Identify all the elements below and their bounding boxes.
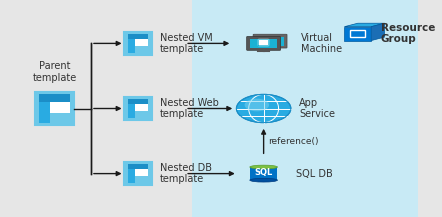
- FancyBboxPatch shape: [128, 99, 149, 104]
- FancyBboxPatch shape: [250, 167, 278, 180]
- FancyBboxPatch shape: [128, 164, 149, 169]
- Text: SQL: SQL: [255, 168, 273, 178]
- FancyBboxPatch shape: [253, 34, 287, 48]
- FancyBboxPatch shape: [128, 164, 149, 183]
- Text: Nested Web
template: Nested Web template: [160, 98, 219, 119]
- Ellipse shape: [250, 165, 278, 169]
- FancyBboxPatch shape: [39, 94, 69, 123]
- FancyBboxPatch shape: [39, 94, 69, 102]
- Text: Resource
Group: Resource Group: [381, 23, 435, 44]
- FancyBboxPatch shape: [250, 39, 278, 48]
- FancyBboxPatch shape: [125, 32, 152, 55]
- Polygon shape: [344, 23, 385, 27]
- FancyBboxPatch shape: [125, 162, 152, 185]
- FancyBboxPatch shape: [128, 39, 135, 53]
- FancyBboxPatch shape: [128, 34, 149, 39]
- Text: Parent
template: Parent template: [32, 61, 76, 83]
- FancyBboxPatch shape: [135, 111, 149, 118]
- Bar: [0, 0, 192, 217]
- FancyBboxPatch shape: [50, 113, 69, 123]
- FancyBboxPatch shape: [135, 176, 149, 183]
- FancyBboxPatch shape: [344, 27, 371, 41]
- Text: Virtual
Machine: Virtual Machine: [301, 33, 343, 54]
- Bar: [192, 0, 419, 217]
- FancyBboxPatch shape: [128, 34, 149, 53]
- FancyBboxPatch shape: [125, 97, 152, 120]
- Polygon shape: [371, 23, 385, 41]
- Text: reference(): reference(): [268, 136, 318, 146]
- Ellipse shape: [250, 178, 278, 182]
- Circle shape: [244, 99, 269, 111]
- Text: SQL DB: SQL DB: [296, 169, 333, 179]
- FancyBboxPatch shape: [256, 37, 284, 46]
- Text: App
Service: App Service: [299, 98, 335, 119]
- FancyBboxPatch shape: [34, 92, 74, 125]
- FancyBboxPatch shape: [128, 169, 135, 183]
- Text: Nested DB
template: Nested DB template: [160, 163, 212, 184]
- Text: Nested VM
template: Nested VM template: [160, 33, 213, 54]
- Circle shape: [236, 94, 291, 123]
- FancyBboxPatch shape: [39, 102, 50, 123]
- Polygon shape: [258, 39, 268, 45]
- FancyBboxPatch shape: [135, 46, 149, 53]
- FancyBboxPatch shape: [247, 36, 281, 50]
- FancyBboxPatch shape: [128, 104, 135, 118]
- FancyBboxPatch shape: [128, 99, 149, 118]
